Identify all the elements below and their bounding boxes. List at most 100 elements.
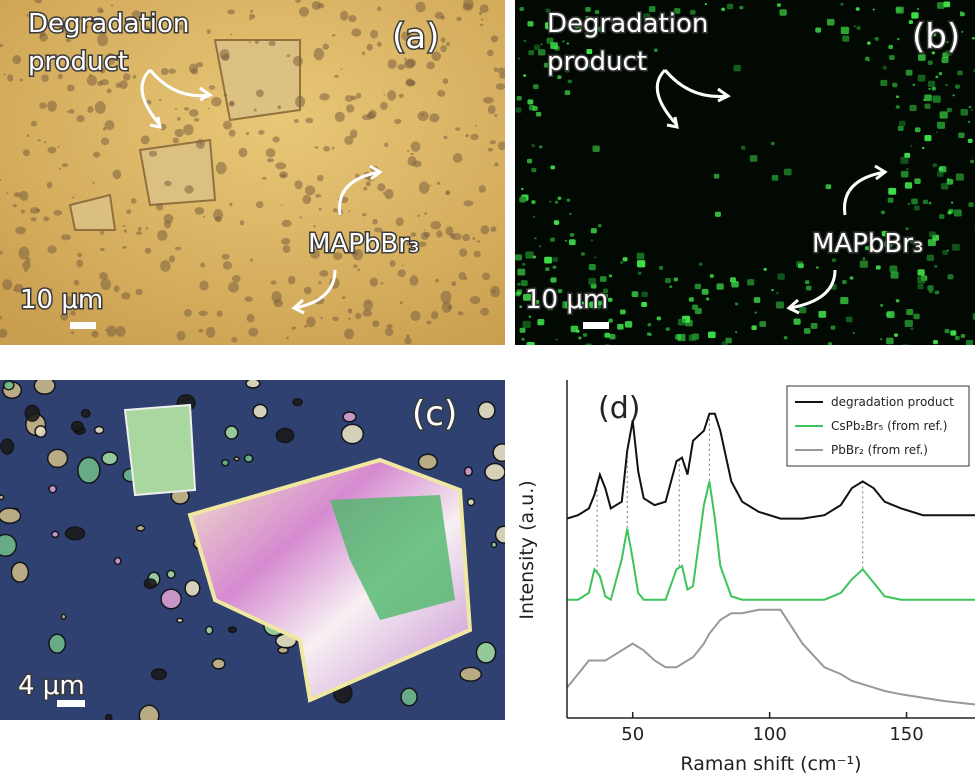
particle [281,237,291,245]
particle [53,209,63,216]
particle [254,40,259,45]
particle [356,92,362,99]
particle [519,305,523,308]
particle [55,57,60,61]
arrow [786,269,837,315]
particle [445,191,450,195]
particle [303,325,308,328]
particle [928,231,937,238]
particle [585,60,594,68]
particle [349,129,358,139]
overlays: Degradation product (a) MAPbBr₃ 10 μm De… [17,8,962,707]
particle [340,423,365,445]
particle [526,342,535,345]
particle [487,105,496,115]
particle [250,258,254,262]
particle [447,305,453,310]
particle [292,55,303,67]
scale-label: 10 μm [525,285,608,315]
annotation: MAPbBr₃ [812,229,923,259]
particle [465,134,470,138]
particle [864,56,870,61]
particle [842,35,850,42]
particle [905,227,909,231]
particle [566,198,571,202]
particle [936,171,944,177]
particle [974,223,975,230]
particle [888,187,897,195]
particle [490,541,498,549]
particle [176,330,186,341]
particle [57,73,63,80]
particle [323,145,331,152]
particle [928,201,932,205]
particle [480,307,490,316]
crystal [213,39,301,122]
particle [721,341,728,345]
particle [426,320,432,325]
particle [890,271,899,279]
micrograph-a [0,0,505,345]
particle [135,288,143,296]
particle [470,133,479,141]
particle [65,38,72,43]
particle [406,334,410,339]
particle [205,625,214,635]
particle [239,220,245,226]
particle [539,145,543,149]
particle [319,270,329,277]
particle [917,276,926,284]
particle [313,47,325,61]
particle [73,279,80,286]
particle [253,108,257,112]
particle [864,246,870,251]
particle [100,9,104,13]
particle [306,316,316,328]
particle [369,277,379,287]
particle [647,323,652,327]
particle [295,95,306,108]
particle [546,37,554,44]
particle [803,328,811,334]
particle [497,141,505,151]
particle [429,113,440,123]
particle [545,25,550,30]
particle [874,36,879,41]
particle [440,37,446,43]
particle [777,273,785,280]
particle [597,26,603,32]
particle [24,404,41,422]
particle [900,170,909,178]
particle [13,284,24,293]
particle [818,310,827,318]
annotation: product [28,47,128,77]
particle [540,43,543,46]
particle [299,6,310,17]
particle [76,115,85,123]
particle [83,66,88,72]
particle [492,289,496,294]
particle [459,666,483,682]
particle [372,320,380,328]
particle [224,425,239,440]
particle [735,331,738,334]
particle [248,41,251,43]
particle [188,63,198,74]
particle [607,297,613,302]
particle [753,297,761,303]
particle [537,319,545,326]
particle [168,68,177,74]
particle [521,337,525,341]
particle [543,62,550,68]
annotation: Degradation [28,9,189,39]
particle [415,1,426,13]
particle [604,332,611,338]
particle [926,254,935,262]
particle [482,96,494,104]
particle [494,525,505,544]
particle [494,114,498,118]
particle [887,197,894,203]
particle [412,160,422,168]
particle [522,262,526,266]
particle [176,117,181,121]
